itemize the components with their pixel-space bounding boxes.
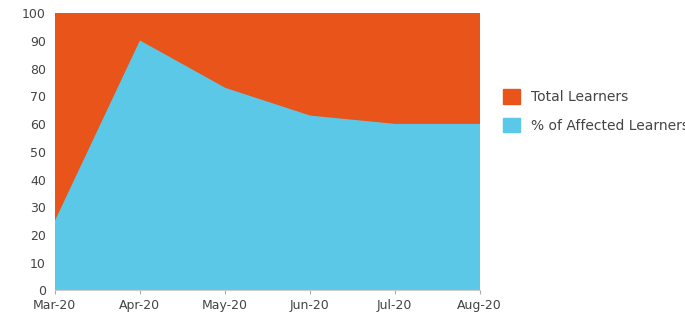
Legend: Total Learners, % of Affected Learners: Total Learners, % of Affected Learners bbox=[503, 89, 685, 133]
